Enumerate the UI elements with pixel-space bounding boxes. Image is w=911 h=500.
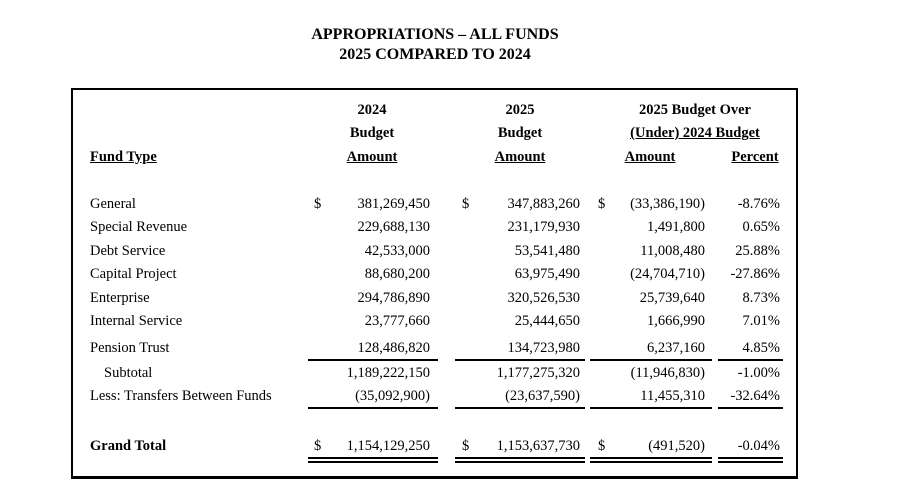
fund-type-label: Enterprise xyxy=(90,290,150,306)
currency-symbol: $ xyxy=(462,196,470,212)
percent-change: 8.73% xyxy=(742,290,780,306)
budget-2024-amount: 23,777,660 xyxy=(364,313,430,329)
budget-2024-amount: 1,154,129,250 xyxy=(346,438,430,454)
percent-change: -27.86% xyxy=(730,266,780,282)
budget-2024-amount: 42,533,000 xyxy=(364,243,430,259)
difference-amount: 6,237,160 xyxy=(647,340,705,356)
budget-2024-amount: (35,092,900) xyxy=(355,388,430,404)
difference-amount: 1,666,990 xyxy=(647,313,705,329)
percent-change: -0.04% xyxy=(737,438,780,454)
header-2024-year: 2024 xyxy=(357,102,387,118)
underline xyxy=(718,407,783,409)
double-underline xyxy=(590,457,712,463)
underline xyxy=(308,359,438,361)
percent-change: -1.00% xyxy=(737,365,780,381)
difference-amount: 25,739,640 xyxy=(639,290,705,306)
budget-2024-amount: 128,486,820 xyxy=(357,340,431,356)
difference-amount: (33,386,190) xyxy=(630,196,705,212)
currency-symbol: $ xyxy=(598,196,606,212)
header-over-under-1: 2025 Budget Over xyxy=(639,102,751,118)
percent-change: -8.76% xyxy=(737,196,780,212)
header-2024-amount: Amount xyxy=(346,149,398,165)
budget-2024-amount: 294,786,890 xyxy=(357,290,431,306)
difference-amount: 11,455,310 xyxy=(640,388,705,404)
difference-amount: (24,704,710) xyxy=(630,266,705,282)
currency-symbol: $ xyxy=(314,196,322,212)
underline xyxy=(718,359,783,361)
budget-2025-amount: 53,541,480 xyxy=(514,243,580,259)
underline xyxy=(590,359,712,361)
budget-2025-amount: 1,153,637,730 xyxy=(496,438,580,454)
header-2025-year: 2025 xyxy=(505,102,535,118)
report-subtitle: 2025 COMPARED TO 2024 xyxy=(339,46,531,63)
percent-change: -32.64% xyxy=(730,388,780,404)
fund-type-label: Internal Service xyxy=(90,313,183,329)
fund-type-label: Grand Total xyxy=(90,438,167,454)
header-fund-type: Fund Type xyxy=(90,149,157,165)
header-diff-amount: Amount xyxy=(624,149,676,165)
header-2024-budget: Budget xyxy=(349,125,395,141)
fund-type-label: Debt Service xyxy=(90,243,166,259)
underline xyxy=(455,359,585,361)
budget-2024-amount: 88,680,200 xyxy=(364,266,430,282)
difference-amount: 11,008,480 xyxy=(640,243,705,259)
percent-change: 4.85% xyxy=(742,340,780,356)
double-underline xyxy=(718,457,783,463)
header-2025-amount: Amount xyxy=(494,149,546,165)
header-percent: Percent xyxy=(731,149,779,165)
difference-amount: 1,491,800 xyxy=(647,219,705,235)
currency-symbol: $ xyxy=(598,438,606,454)
budget-2025-amount: 231,179,930 xyxy=(507,219,581,235)
percent-change: 7.01% xyxy=(742,313,780,329)
report-title: APPROPRIATIONS – ALL FUNDS xyxy=(311,26,559,43)
fund-type-label: Special Revenue xyxy=(90,219,188,235)
double-underline xyxy=(455,457,585,463)
currency-symbol: $ xyxy=(462,438,470,454)
budget-2025-amount: 63,975,490 xyxy=(514,266,580,282)
header-2025-budget: Budget xyxy=(497,125,543,141)
fund-type-label: Subtotal xyxy=(104,365,153,381)
appropriations-table xyxy=(71,88,798,479)
fund-type-label: General xyxy=(90,196,136,212)
budget-2024-amount: 229,688,130 xyxy=(357,219,431,235)
percent-change: 25.88% xyxy=(735,243,780,259)
budget-2025-amount: 134,723,980 xyxy=(507,340,581,356)
fund-type-label: Pension Trust xyxy=(90,340,170,356)
difference-amount: (11,946,830) xyxy=(630,365,705,381)
budget-2025-amount: 320,526,530 xyxy=(507,290,581,306)
underline xyxy=(590,407,712,409)
budget-2024-amount: 381,269,450 xyxy=(357,196,431,212)
budget-2025-amount: 25,444,650 xyxy=(514,313,580,329)
fund-type-label: Capital Project xyxy=(90,266,177,282)
budget-2025-amount: 1,177,275,320 xyxy=(496,365,580,381)
budget-2024-amount: 1,189,222,150 xyxy=(346,365,430,381)
fund-type-label: Less: Transfers Between Funds xyxy=(90,388,272,404)
header-over-under-2: (Under) 2024 Budget xyxy=(630,125,760,141)
budget-2025-amount: (23,637,590) xyxy=(505,388,580,404)
double-underline xyxy=(308,457,438,463)
underline xyxy=(308,407,438,409)
difference-amount: (491,520) xyxy=(648,438,705,454)
percent-change: 0.65% xyxy=(742,219,780,235)
budget-2025-amount: 347,883,260 xyxy=(507,196,581,212)
underline xyxy=(455,407,585,409)
currency-symbol: $ xyxy=(314,438,322,454)
